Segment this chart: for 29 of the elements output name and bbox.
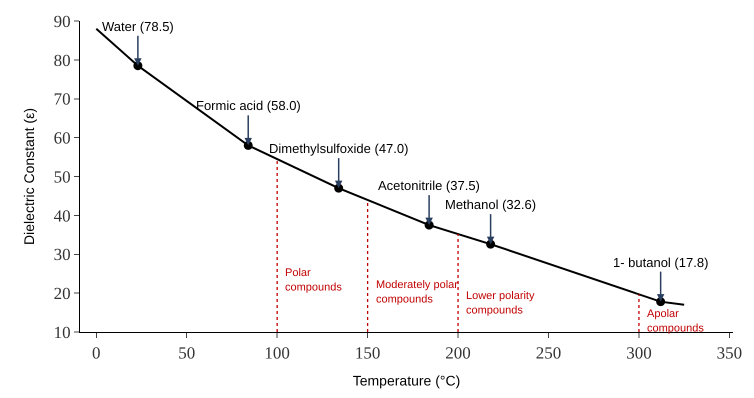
x-axis-title: Temperature (°C) — [352, 372, 460, 389]
x-tick-label: 200 — [445, 343, 471, 362]
annotation: Acetonitrile (37.5) — [378, 178, 480, 193]
annotation: Formic acid (58.0) — [196, 98, 301, 113]
y-tick-label: 80 — [54, 50, 71, 70]
annotation: Dimethylsulfoxide (47.0) — [269, 141, 408, 156]
ref-line-label: Apolar compounds — [647, 308, 704, 334]
x-tick-label: 150 — [354, 343, 380, 362]
y-tick-label: 60 — [54, 128, 71, 148]
y-tick-label: 40 — [54, 206, 71, 226]
ref-line-label: Polar compounds — [285, 267, 342, 294]
x-tick-label: 0 — [92, 343, 101, 362]
y-axis-title: Dielectric Constant (ε) — [21, 108, 38, 245]
y-tick-label: 50 — [54, 167, 71, 186]
annotation: Water (78.5) — [102, 19, 174, 34]
x-tick-label: 100 — [264, 343, 290, 362]
annotation: Methanol (32.6) — [445, 197, 536, 212]
x-tick-label: 350 — [716, 343, 742, 362]
y-tick-label: 20 — [54, 284, 71, 304]
y-tick-label: 70 — [54, 90, 71, 109]
x-tick-label: 50 — [178, 343, 196, 362]
ref-line-label: Lower polarity compounds — [466, 290, 535, 316]
ref-line-label: Moderately polar compounds — [376, 279, 458, 306]
y-tick-label: 10 — [54, 322, 71, 342]
x-tick-label: 300 — [626, 343, 652, 362]
y-tick-label: 30 — [54, 245, 71, 264]
annotation: 1- butanol (17.8) — [613, 255, 708, 270]
y-tick-label: 90 — [54, 12, 71, 31]
x-tick-label: 250 — [536, 343, 562, 362]
